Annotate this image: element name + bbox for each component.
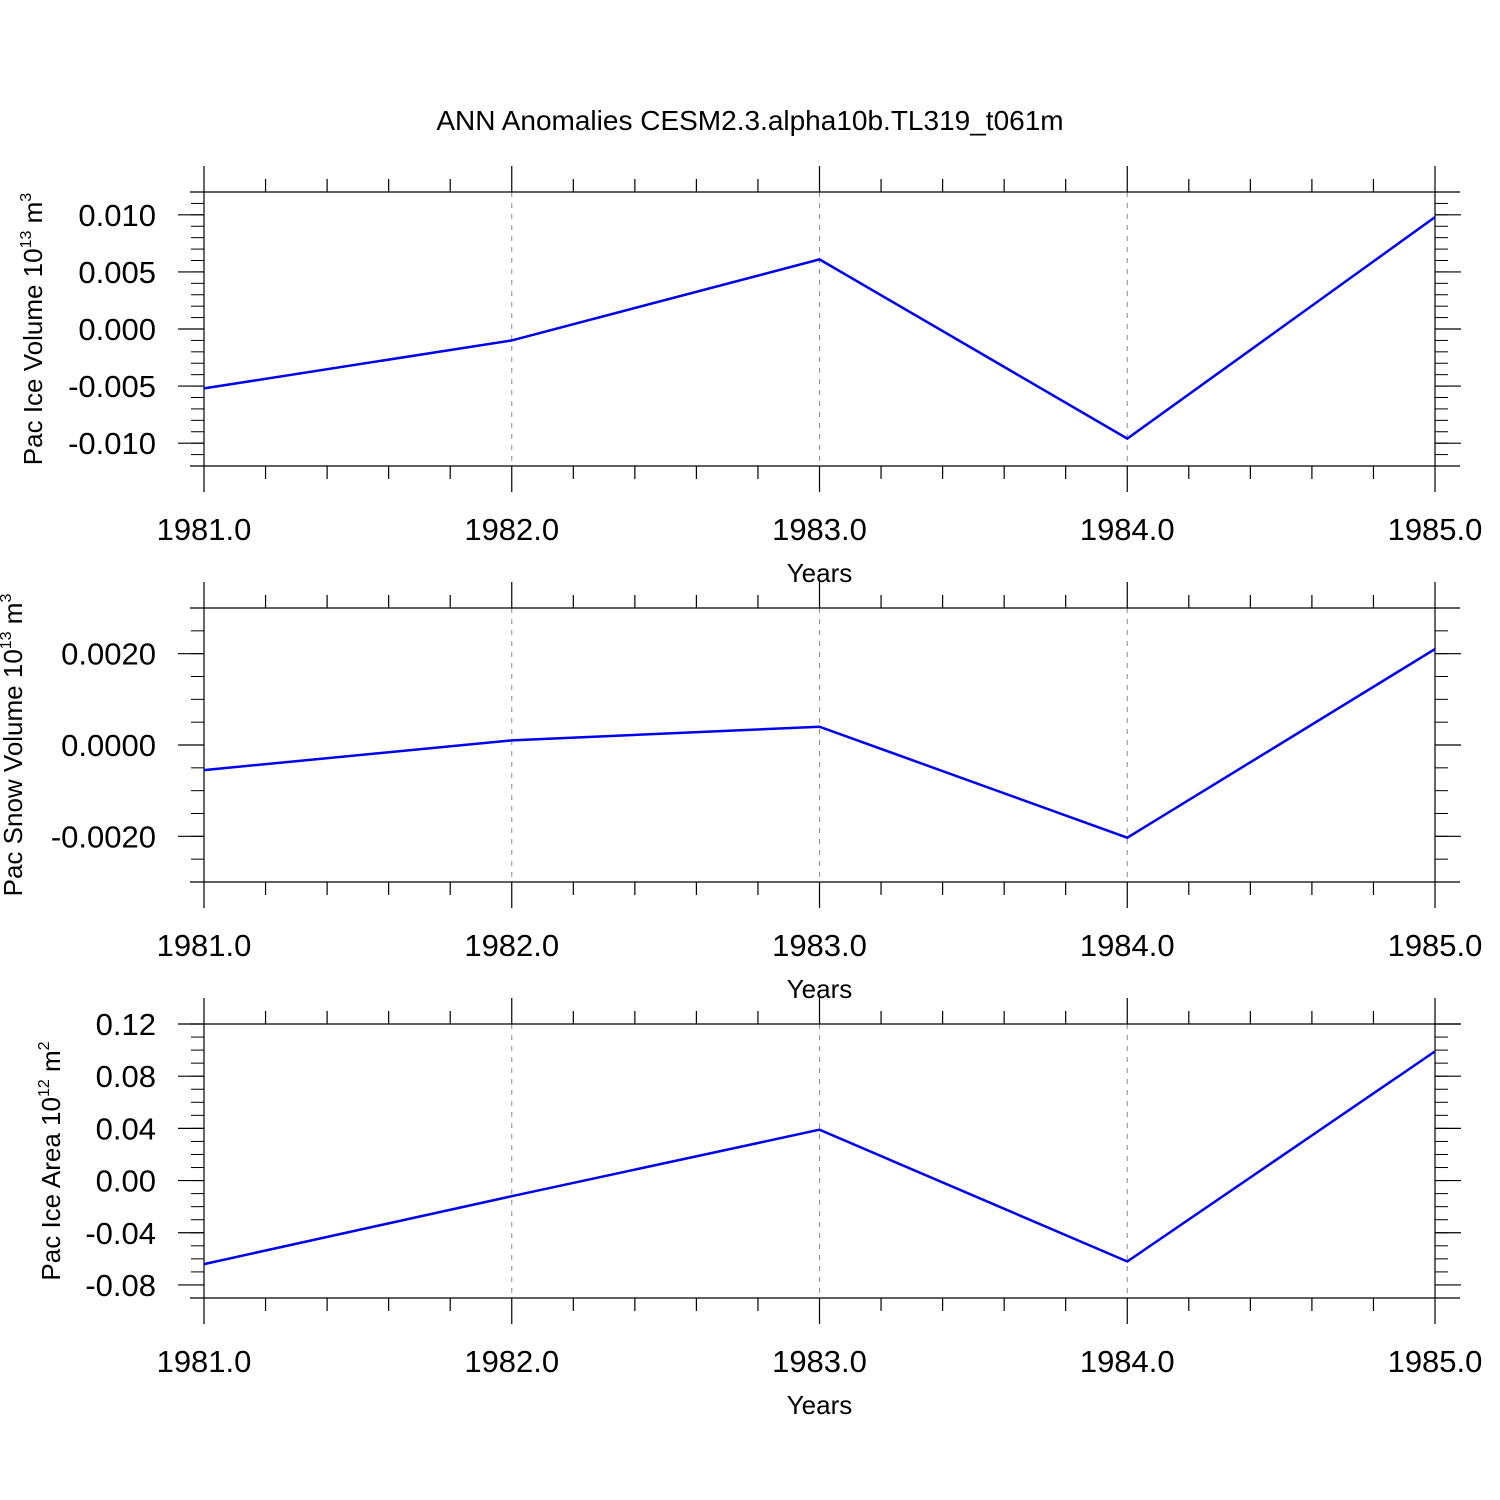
x-tick-label: 1985.0 [1388,928,1483,963]
y-axis-title: Pac Ice Volume 1013 m3 [18,193,48,466]
x-tick-label: 1981.0 [157,928,252,963]
y-tick-label: 0.08 [96,1059,156,1094]
x-tick-label: 1981.0 [157,1344,252,1379]
y-tick-label: 0.005 [78,255,156,290]
x-tick-label: 1985.0 [1388,512,1483,547]
y-tick-label: 0.00 [96,1164,156,1199]
y-axis-title: Pac Snow Volume 1013 m3 [0,594,28,897]
figure-title: ANN Anomalies CESM2.3.alpha10b.TL319_t06… [436,105,1063,136]
series-line [203,1050,1436,1266]
series-line [203,648,1436,840]
panel-2: -0.0020 0.0000 0.0020 1981.0 1982.0 1983.0 198… [0,582,1482,1004]
x-tick-label: 1983.0 [772,928,867,963]
y-tick-label: -0.005 [68,369,156,404]
y-tick-label: 0.0020 [61,637,156,672]
x-axis-title: Years [787,1390,853,1420]
y-tick-label: 0.010 [78,198,156,233]
x-tick-label: 1982.0 [464,1344,559,1379]
y-tick-label: 0.000 [78,312,156,347]
panels: -0.010 -0.005 0.000 0.005 0.010 1981.0 1982.0 1… [0,166,1482,1420]
x-tick-label: 1984.0 [1080,928,1175,963]
x-tick-label: 1984.0 [1080,512,1175,547]
series-line [203,216,1436,441]
x-tick-label: 1984.0 [1080,1344,1175,1379]
x-tick-label: 1982.0 [464,512,559,547]
panel-1: -0.010 -0.005 0.000 0.005 0.010 1981.0 1982.0 1… [18,166,1482,588]
x-tick-label: 1983.0 [772,512,867,547]
y-tick-label: -0.0020 [51,819,156,854]
y-axis-title: Pac Ice Area 1012 m2 [36,1041,66,1280]
y-tick-label: 0.04 [96,1111,156,1146]
y-tick-label: 0.12 [96,1007,156,1042]
x-tick-label: 1985.0 [1388,1344,1483,1379]
y-tick-label: 0.0000 [61,728,156,763]
panel-3: -0.08 -0.04 0.00 0.04 0.08 0.12 1981.0 1982.0 19… [36,998,1482,1420]
y-tick-label: -0.04 [85,1216,156,1251]
y-tick-label: -0.010 [68,426,156,461]
x-tick-label: 1983.0 [772,1344,867,1379]
y-tick-label: -0.08 [85,1268,156,1303]
x-tick-label: 1981.0 [157,512,252,547]
x-tick-label: 1982.0 [464,928,559,963]
